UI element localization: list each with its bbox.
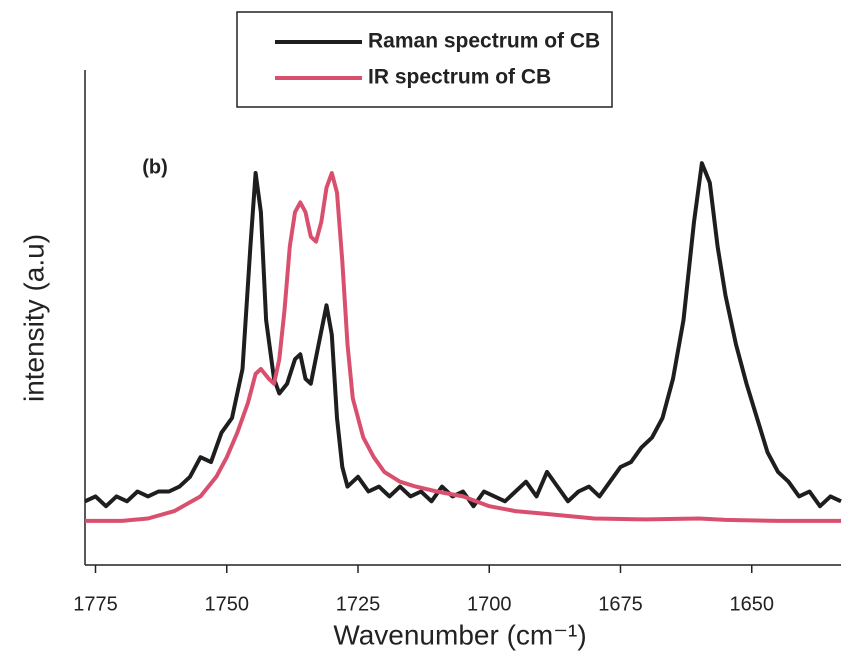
x-tick-label: 1725 — [336, 593, 381, 615]
legend-label: Raman spectrum of CB — [368, 30, 600, 53]
annotation: (b) — [142, 156, 168, 178]
x-tick-label: 1775 — [73, 593, 118, 615]
y-axis-label: intensity (a.u) — [18, 234, 49, 402]
x-tick-label: 1750 — [205, 593, 250, 615]
x-tick-label: 1675 — [598, 593, 643, 615]
x-tick-label: 1650 — [730, 593, 775, 615]
legend-box — [236, 11, 613, 108]
x-tick-label: 1700 — [467, 593, 512, 615]
series-line — [85, 171, 841, 523]
x-axis-label: Wavenumber (cm⁻¹) — [333, 619, 586, 650]
series-line — [84, 161, 842, 509]
legend-label: IR spectrum of CB — [368, 66, 551, 89]
